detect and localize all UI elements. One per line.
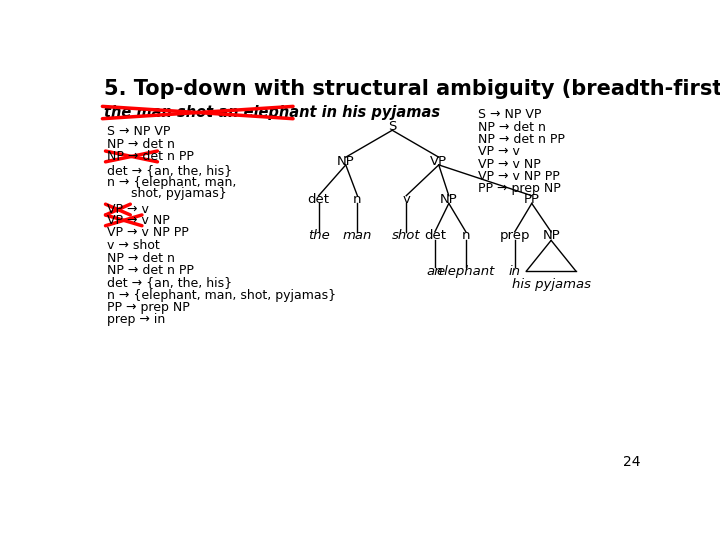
Text: VP → v NP PP: VP → v NP PP — [477, 170, 559, 183]
Text: in: in — [509, 265, 521, 278]
Text: his pyjamas: his pyjamas — [512, 278, 590, 291]
Text: 24: 24 — [623, 455, 640, 469]
Text: v → shot: v → shot — [107, 239, 160, 252]
Text: S → NP VP: S → NP VP — [477, 109, 541, 122]
Text: NP → det n: NP → det n — [477, 120, 545, 134]
Text: VP: VP — [430, 154, 447, 167]
Text: NP: NP — [337, 154, 355, 167]
Text: VP → v: VP → v — [107, 203, 149, 216]
Text: NP → det n PP: NP → det n PP — [107, 264, 194, 277]
Text: NP: NP — [440, 193, 458, 206]
Text: NP → det n PP: NP → det n PP — [477, 133, 564, 146]
Text: S: S — [388, 120, 397, 133]
Text: det → {an, the, his}: det → {an, the, his} — [107, 164, 232, 177]
Text: VP → v NP: VP → v NP — [477, 158, 540, 171]
Text: det → {an, the, his}: det → {an, the, his} — [107, 276, 232, 289]
Text: prep → in: prep → in — [107, 313, 166, 326]
Text: det: det — [307, 193, 330, 206]
Text: man: man — [343, 230, 372, 242]
Text: prep: prep — [500, 230, 530, 242]
Text: NP: NP — [542, 230, 560, 242]
Text: elephant: elephant — [437, 265, 495, 278]
Text: PP → prep NP: PP → prep NP — [107, 301, 190, 314]
Text: PP → prep NP: PP → prep NP — [477, 183, 560, 195]
Text: 5. Top-down with structural ambiguity (breadth-first): 5. Top-down with structural ambiguity (b… — [104, 79, 720, 99]
Text: v: v — [402, 193, 410, 206]
Text: n → {elephant, man, shot, pyjamas}: n → {elephant, man, shot, pyjamas} — [107, 288, 336, 301]
Text: VP → v NP PP: VP → v NP PP — [107, 226, 189, 239]
Text: VP → v: VP → v — [477, 145, 519, 158]
Text: n → {elephant, man,: n → {elephant, man, — [107, 176, 236, 189]
Text: NP → det n: NP → det n — [107, 252, 175, 265]
Text: NP → det n PP: NP → det n PP — [107, 150, 194, 163]
Text: VP → v NP: VP → v NP — [107, 214, 170, 227]
Text: the man shot an elephant in his pyjamas: the man shot an elephant in his pyjamas — [104, 105, 440, 120]
Text: PP: PP — [523, 193, 540, 206]
Text: n: n — [462, 230, 470, 242]
Text: NP → det n: NP → det n — [107, 138, 175, 151]
Text: n: n — [353, 193, 361, 206]
Text: the: the — [307, 230, 330, 242]
Text: S → NP VP: S → NP VP — [107, 125, 171, 138]
Text: shot, pyjamas}: shot, pyjamas} — [107, 187, 227, 200]
Text: shot: shot — [392, 230, 420, 242]
Text: det: det — [424, 230, 446, 242]
Text: an: an — [427, 265, 443, 278]
